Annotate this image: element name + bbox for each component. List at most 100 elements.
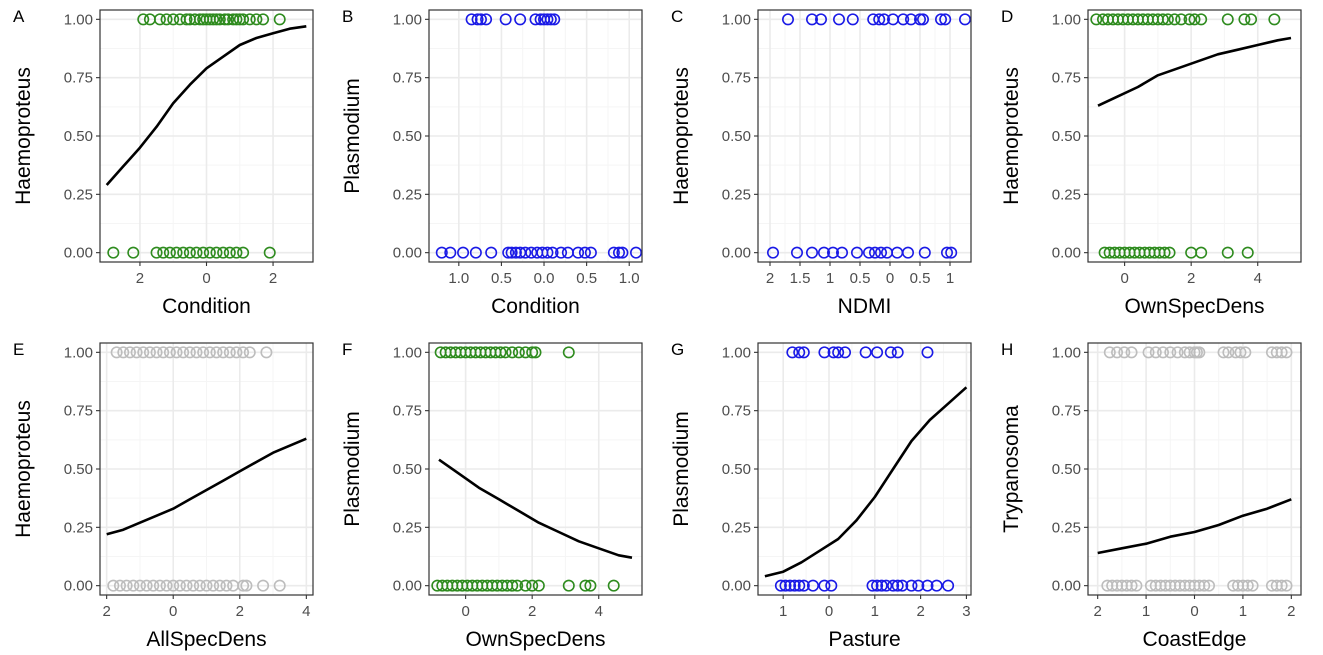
y-axis-title: Haemoproteus (12, 400, 35, 538)
panel-letter: H (1001, 340, 1013, 359)
x-tick-label: 1 (946, 270, 954, 287)
panel-b: 0.000.250.500.751.001.0 0.5 0.0 0.5 1.0Condi… (341, 7, 642, 318)
x-tick-label: 2 (528, 603, 536, 620)
y-tick-label: 0.50 (393, 461, 422, 478)
x-tick-label: 1 (1142, 603, 1150, 620)
x-axis-title: Condition (162, 295, 251, 318)
x-tick-label: 4 (302, 603, 310, 620)
panel-letter: F (342, 340, 352, 359)
panel-letter: C (671, 7, 683, 26)
y-tick-label: 0.25 (64, 186, 93, 203)
x-tick-label: 2 (136, 270, 144, 287)
y-tick-label: 1.00 (722, 344, 751, 361)
x-tick-label: 0 (169, 603, 177, 620)
y-axis-title: Trypanosoma (1000, 405, 1023, 533)
x-axis-title: AllSpecDens (146, 628, 266, 651)
y-tick-label: 0.50 (64, 128, 93, 145)
y-tick-label: 0.25 (1052, 186, 1081, 203)
x-tick-label: 0.5 (576, 270, 597, 287)
y-tick-label: 0.50 (1052, 128, 1081, 145)
x-tick-label: 1.5 (790, 270, 811, 287)
y-tick-label: 0.50 (1052, 461, 1081, 478)
x-tick-label: 2 (916, 603, 924, 620)
panel-h: 0.00 0.25 0.50 0.75 1.00 2 1 0 1 2 CoastEdge Trypan… (1000, 340, 1301, 651)
x-axis-title: Pasture (828, 628, 900, 651)
y-tick-label: 0.75 (64, 403, 93, 420)
panel-letter: D (1001, 7, 1013, 26)
x-tick-label: 0 (202, 270, 210, 287)
y-tick-label: 0.75 (1052, 403, 1081, 420)
y-tick-label: 1.00 (1052, 344, 1081, 361)
y-tick-label: 1.00 (1052, 11, 1081, 28)
x-tick-label: 3 (962, 603, 970, 620)
y-axis-title: Haemoproteus (670, 67, 693, 205)
y-axis-title: Haemoproteus (1000, 67, 1023, 205)
y-tick-label: 0.00 (1052, 578, 1081, 595)
x-tick-label: 2 (236, 603, 244, 620)
x-tick-label: 1 (871, 603, 879, 620)
x-tick-label: 4 (1254, 270, 1262, 287)
y-tick-label: 0.25 (722, 186, 751, 203)
y-axis-title: Plasmodium (341, 411, 364, 527)
y-tick-label: 0.50 (64, 461, 93, 478)
y-tick-label: 0.00 (64, 578, 93, 595)
y-tick-label: 0.25 (393, 519, 422, 536)
x-axis-title: CoastEdge (1143, 628, 1247, 651)
x-tick-label: 0.5 (910, 270, 931, 287)
y-tick-label: 1.00 (64, 11, 93, 28)
y-tick-label: 1.00 (722, 11, 751, 28)
panel-d: 0.00 0.25 0.50 0.75 1.00 0 2 4 OwnSpecDens Haemop… (1000, 7, 1301, 318)
x-tick-label: 0.5 (491, 270, 512, 287)
y-tick-label: 0.00 (1052, 245, 1081, 262)
y-tick-label: 1.00 (393, 344, 422, 361)
x-tick-label: 2 (1094, 603, 1102, 620)
panel-letter: G (671, 340, 684, 359)
y-tick-label: 0.25 (1052, 519, 1081, 536)
x-axis-title: OwnSpecDens (465, 628, 605, 651)
y-tick-label: 0.00 (393, 578, 422, 595)
y-tick-label: 0.50 (722, 461, 751, 478)
x-tick-label: 0 (1190, 603, 1198, 620)
y-tick-label: 0.25 (722, 519, 751, 536)
y-tick-label: 1.00 (393, 11, 422, 28)
x-tick-label: 4 (595, 603, 603, 620)
x-tick-label: 2 (1187, 270, 1195, 287)
panel-f: 0.00 0.25 0.50 0.75 1.00 0 2 4 OwnSpecDens Plasmo… (341, 340, 642, 651)
y-tick-label: 0.75 (393, 403, 422, 420)
y-axis-title: Plasmodium (670, 411, 693, 527)
panel-g: 0.000.250.500.751.001 0 1 2 3PasturePlasmodi… (670, 340, 971, 651)
x-tick-label: 1.0 (448, 270, 469, 287)
x-tick-label: 1.0 (619, 270, 640, 287)
x-tick-label: 1 (1239, 603, 1247, 620)
panel-e: 0.00 0.25 0.50 0.75 1.00 2 0 2 4 AllSpecDens Haemo… (12, 340, 313, 651)
x-axis-title: NDMI (838, 295, 892, 318)
panel-letter: B (342, 7, 353, 26)
x-axis-title: Condition (491, 295, 580, 318)
panel-a: 0.000.250.500.751.002 0 2ConditionHaemopro… (12, 7, 313, 318)
panel-letter: E (13, 340, 24, 359)
y-tick-label: 1.00 (64, 344, 93, 361)
x-tick-label: 2 (102, 603, 110, 620)
panel-letter: A (13, 7, 25, 26)
x-tick-label: 0 (461, 603, 469, 620)
x-axis-title: OwnSpecDens (1124, 295, 1264, 318)
y-tick-label: 0.00 (393, 245, 422, 262)
y-tick-label: 0.25 (64, 519, 93, 536)
x-tick-label: 0 (886, 270, 894, 287)
x-tick-label: 0.5 (850, 270, 871, 287)
y-tick-label: 0.00 (64, 245, 93, 262)
y-tick-label: 0.50 (722, 128, 751, 145)
y-axis-title: Plasmodium (341, 78, 364, 194)
panel-c: 0.000.250.500.751.002 1.5 1 0.5 0 0.5 1NDMIHae… (670, 7, 971, 318)
x-tick-label: 2 (1287, 603, 1295, 620)
y-tick-label: 0.00 (722, 578, 751, 595)
y-tick-label: 0.75 (64, 70, 93, 87)
y-tick-label: 0.75 (722, 70, 751, 87)
y-tick-label: 0.00 (722, 245, 751, 262)
x-tick-label: 2 (269, 270, 277, 287)
x-tick-label: 0.0 (534, 270, 555, 287)
x-tick-label: 0 (1120, 270, 1128, 287)
y-tick-label: 0.75 (722, 403, 751, 420)
y-tick-label: 0.75 (1052, 70, 1081, 87)
